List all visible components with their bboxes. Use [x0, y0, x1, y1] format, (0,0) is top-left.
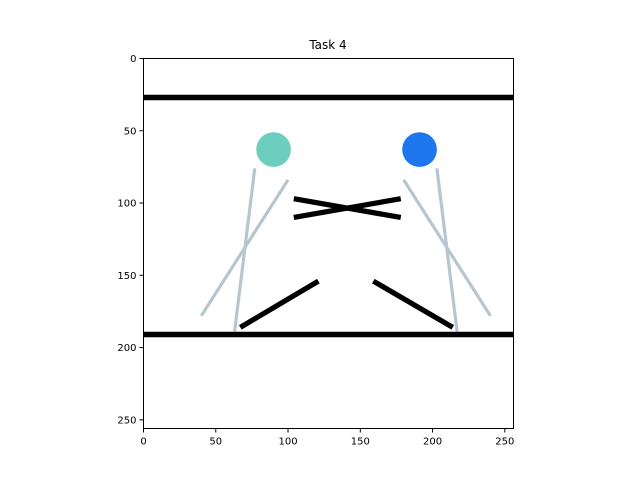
obstacle-wall-5 [239, 278, 320, 330]
stick-4 [402, 179, 492, 317]
y-axis: 0 50 100 150 200 250 [117, 54, 144, 426]
scene [143, 94, 514, 338]
x-tick-label: 250 [495, 437, 514, 448]
axes-frame [143, 58, 514, 429]
y-tick-label: 150 [117, 271, 136, 282]
ball-left [256, 132, 291, 167]
plot-area [143, 58, 514, 429]
x-tick-label: 100 [278, 437, 297, 448]
obstacle-wall-6 [371, 278, 455, 330]
x-tick-label: 50 [209, 437, 222, 448]
y-tick-label: 0 [130, 54, 136, 65]
x-tick-label: 200 [423, 437, 442, 448]
y-tick-label: 200 [117, 343, 136, 354]
x-axis: 0 50 100 150 200 250 [140, 428, 514, 448]
x-tick-label: 0 [140, 437, 146, 448]
y-tick-label: 250 [117, 415, 136, 426]
y-tick-label: 100 [117, 199, 136, 210]
y-tick-label: 50 [124, 126, 137, 137]
chart-title: Task 4 [308, 38, 346, 52]
obstacle-wall-4 [293, 196, 402, 221]
stick-2 [199, 179, 290, 317]
x-tick-label: 150 [351, 437, 370, 448]
ball-right [402, 132, 437, 167]
